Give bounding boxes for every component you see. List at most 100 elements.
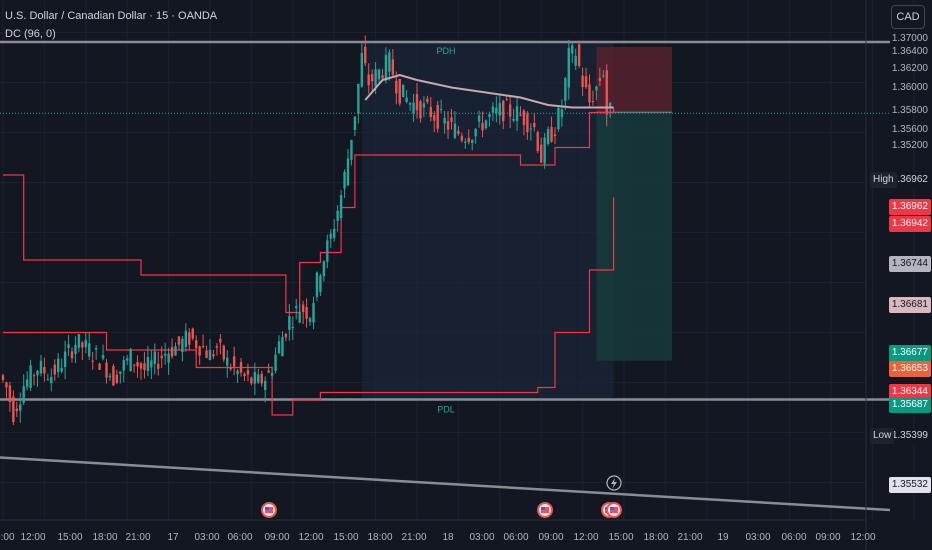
candle-body bbox=[270, 372, 274, 376]
price-label-red: 1.36962 bbox=[888, 199, 931, 215]
candle-body bbox=[305, 307, 308, 319]
candle-body bbox=[495, 107, 498, 114]
candle-body bbox=[167, 353, 170, 363]
candle-body bbox=[277, 341, 281, 354]
candle-body bbox=[477, 115, 481, 122]
stop-loss-zone bbox=[596, 47, 672, 113]
time-axis-label: 18:00 bbox=[643, 532, 668, 543]
us-flag-event-icon[interactable] bbox=[261, 502, 277, 518]
candle-body bbox=[329, 233, 332, 239]
candle-body bbox=[257, 374, 260, 383]
candle-body bbox=[195, 340, 198, 349]
candle-body bbox=[405, 97, 408, 102]
candle-body bbox=[395, 80, 398, 94]
candles bbox=[1, 35, 612, 425]
candle-body bbox=[53, 364, 56, 375]
candle-body bbox=[281, 336, 284, 357]
candle-body bbox=[564, 78, 567, 101]
time-axis: 09:00 12:00 15:00 18:00 21:00 17 03:00 06:00 09:… bbox=[0, 532, 876, 543]
time-axis-label: 09:00 bbox=[538, 532, 563, 543]
candle-body bbox=[301, 304, 305, 313]
candle-body bbox=[471, 140, 474, 143]
time-axis-label: 06:00 bbox=[227, 532, 252, 543]
flag-canton bbox=[610, 507, 614, 510]
candle-body bbox=[153, 351, 156, 364]
candle-body bbox=[126, 358, 129, 361]
time-axis-label: 18 bbox=[442, 532, 454, 543]
time-axis-label: 21:00 bbox=[677, 532, 702, 543]
moving-average-line bbox=[364, 73, 614, 109]
candle-body bbox=[595, 86, 598, 91]
pdl-annotation: PDL bbox=[437, 405, 455, 415]
last-price-value: 1.36677 bbox=[891, 347, 928, 358]
us-flag-event-icon[interactable] bbox=[606, 502, 622, 518]
candle-body bbox=[136, 361, 139, 367]
price-label-tick: 1.35200 bbox=[891, 140, 928, 151]
candle-body bbox=[333, 228, 336, 239]
candle-body bbox=[19, 404, 22, 411]
candle-body bbox=[250, 377, 253, 384]
candle-body bbox=[312, 302, 315, 323]
candle-body bbox=[460, 135, 464, 141]
price-label-pink: 1.36681 bbox=[888, 297, 931, 313]
candle-body bbox=[29, 365, 32, 389]
candle-body bbox=[602, 75, 605, 77]
candle-body bbox=[67, 344, 70, 348]
time-axis-label: 21:00 bbox=[401, 532, 426, 543]
candle-body bbox=[226, 357, 229, 366]
candle-body bbox=[357, 83, 360, 114]
candle-body bbox=[115, 374, 119, 383]
time-axis-label: 18:00 bbox=[92, 532, 117, 543]
time-axis-label: 15:00 bbox=[608, 532, 633, 543]
indicator-legend[interactable]: DC (96, 0) bbox=[5, 28, 56, 40]
candle-body bbox=[426, 98, 429, 102]
candle-body bbox=[453, 123, 457, 138]
price-label-green: 1.35687 bbox=[888, 397, 931, 413]
candle-body bbox=[350, 139, 353, 160]
candle-body bbox=[346, 158, 350, 186]
candle-body bbox=[446, 121, 450, 130]
candle-body bbox=[519, 114, 522, 116]
candle-body bbox=[253, 372, 257, 384]
candle-body bbox=[98, 363, 101, 370]
pdh-pdl-range-box bbox=[361, 42, 614, 400]
time-axis-label: 15:00 bbox=[333, 532, 358, 543]
candle-body bbox=[398, 79, 401, 104]
candle-body bbox=[94, 347, 98, 350]
us-flag-event-icon[interactable] bbox=[537, 502, 553, 518]
price-label-orange: 1.36653 bbox=[888, 361, 931, 377]
candle-body bbox=[222, 345, 225, 360]
candle-body bbox=[415, 94, 419, 111]
candle-body bbox=[336, 210, 339, 221]
candle-body bbox=[246, 370, 250, 375]
candle-body bbox=[529, 128, 533, 130]
lightning-alert-icon[interactable] bbox=[606, 475, 622, 491]
currency-button[interactable]: CAD bbox=[891, 5, 925, 29]
price-label-red: 1.36344 bbox=[888, 384, 931, 400]
time-axis-label: 03:00 bbox=[745, 532, 770, 543]
candle-body bbox=[522, 110, 526, 126]
candle-body bbox=[291, 327, 294, 329]
candle-body bbox=[498, 103, 501, 116]
candle-body bbox=[429, 106, 432, 118]
candle-body bbox=[8, 385, 12, 403]
candle-body bbox=[591, 101, 595, 103]
time-axis-label: 03:00 bbox=[194, 532, 219, 543]
candle-body bbox=[584, 76, 588, 88]
candle-body bbox=[560, 109, 564, 118]
candle-body bbox=[15, 408, 18, 412]
candle-body bbox=[443, 117, 446, 124]
candle-body bbox=[239, 362, 243, 373]
candle-body bbox=[474, 128, 477, 137]
flag-canton bbox=[541, 507, 545, 510]
price-label-tick: 1.35600 bbox=[891, 124, 928, 135]
take-profit-zone bbox=[596, 112, 672, 361]
candle-body bbox=[546, 129, 550, 144]
candle-body bbox=[315, 272, 319, 297]
candle-body bbox=[25, 379, 29, 387]
price-label-prefix: High bbox=[870, 172, 897, 188]
symbol-title[interactable]: U.S. Dollar / Canadian Dollar · 15 · OAN… bbox=[5, 10, 218, 22]
candle-body bbox=[236, 370, 239, 375]
